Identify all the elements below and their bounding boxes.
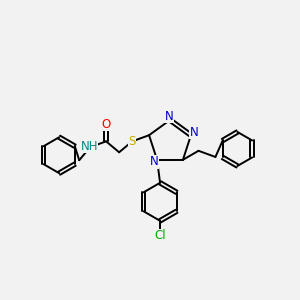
Text: NH: NH (80, 140, 98, 153)
Text: N: N (150, 155, 158, 168)
Text: Cl: Cl (154, 229, 166, 242)
Text: N: N (190, 126, 198, 139)
Text: O: O (101, 118, 111, 131)
Text: S: S (128, 135, 136, 148)
Text: N: N (165, 110, 173, 122)
